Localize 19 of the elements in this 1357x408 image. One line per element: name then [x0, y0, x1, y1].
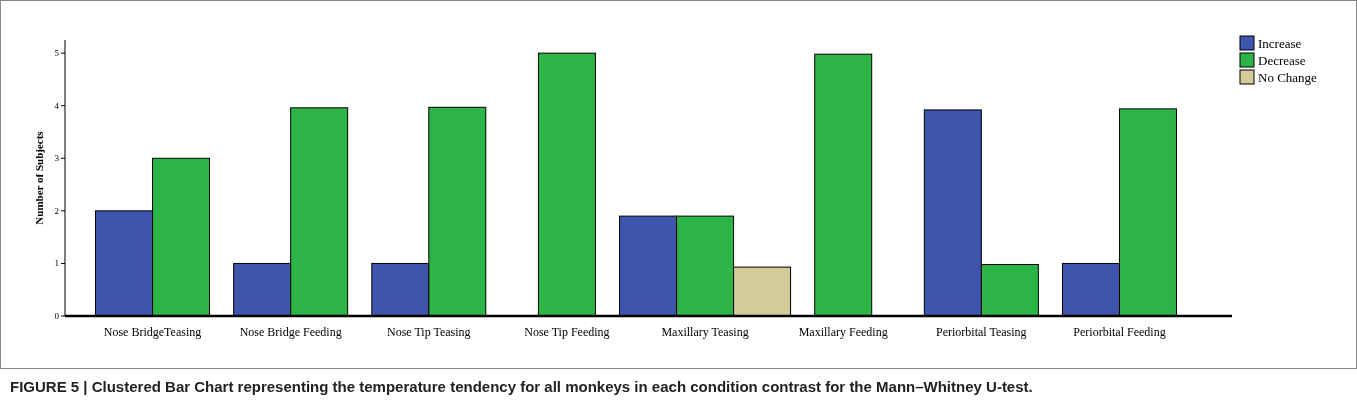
x-tick-label: Maxillary Feeding — [798, 325, 888, 339]
x-tick-label: Periorbital Teasing — [936, 325, 1027, 339]
legend-label: Decrease — [1258, 52, 1306, 68]
x-tick-label: Maxillary Teasing — [661, 325, 749, 339]
y-tick-label: 5 — [54, 48, 60, 59]
x-tick-label: Periorbital Feeding — [1073, 325, 1166, 339]
x-tick-label: Nose BridgeTeasing — [103, 325, 202, 339]
y-tick-label: 0 — [54, 310, 60, 321]
y-tick-label: 4 — [54, 100, 60, 111]
x-tick-label: Nose Bridge Feeding — [239, 325, 342, 339]
y-tick-label: 3 — [54, 153, 60, 164]
y-tick-label: 1 — [54, 258, 59, 269]
x-tick-label: Nose Tip Teasing — [386, 325, 471, 339]
x-tick-label: Nose Tip Feeding — [524, 325, 610, 339]
text: FIGURE 5 | Clustered Bar Chart representing the temperature tendency for all monkeys in each condition contrast for the Mann–Whitney U-test. — [10, 378, 1033, 395]
legend-label: No Change — [1258, 69, 1318, 85]
legend-label: Increase — [1258, 35, 1302, 51]
y-axis-title: Number of Subjects — [33, 130, 45, 225]
y-tick-label: 2 — [54, 205, 59, 216]
